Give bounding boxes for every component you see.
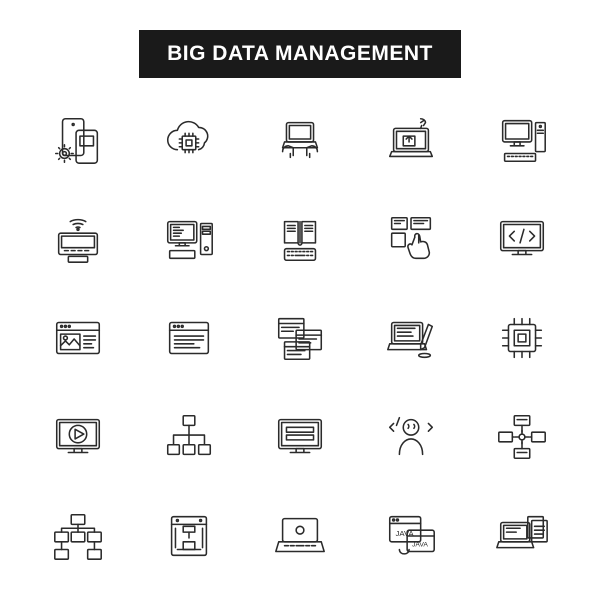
3d-printer-icon — [151, 501, 228, 570]
laptop-back-icon — [262, 501, 339, 570]
svg-text:JAVA: JAVA — [412, 541, 428, 548]
laptop-pen-icon — [372, 304, 449, 373]
touch-interface-icon — [372, 205, 449, 274]
laptop-documents-icon — [483, 501, 560, 570]
page-title: BIG DATA MANAGEMENT — [139, 30, 461, 78]
icon-grid: JAVA JAVA — [40, 106, 560, 570]
org-chart-icon — [40, 501, 117, 570]
laptop-upload-icon — [372, 106, 449, 175]
mobile-gear-icon — [40, 106, 117, 175]
cloud-chip-icon — [151, 106, 228, 175]
network-tree-icon — [151, 402, 228, 471]
processor-chip-icon — [483, 304, 560, 373]
browser-window-icon — [151, 304, 228, 373]
desktop-pc-icon — [483, 106, 560, 175]
code-monitor-icon — [483, 205, 560, 274]
monitor-form-icon — [262, 402, 339, 471]
browser-image-icon — [40, 304, 117, 373]
ebook-keyboard-icon — [262, 205, 339, 274]
wifi-terminal-icon — [40, 205, 117, 274]
laptop-hands-icon — [262, 106, 339, 175]
developer-person-icon — [372, 402, 449, 471]
monitor-tower-icon — [151, 205, 228, 274]
video-monitor-icon — [40, 402, 117, 471]
multi-browser-icon — [262, 304, 339, 373]
java-browser-icon: JAVA JAVA — [372, 501, 449, 570]
server-network-icon — [483, 402, 560, 471]
